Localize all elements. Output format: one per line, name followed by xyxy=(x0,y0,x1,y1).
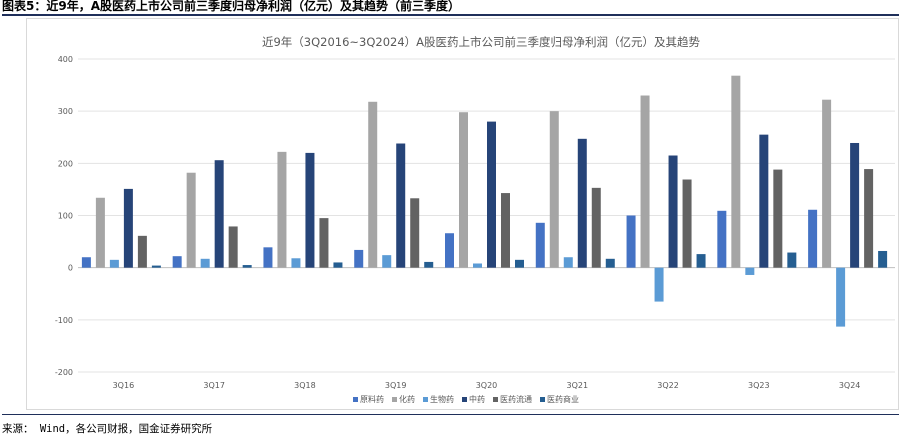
bar xyxy=(445,233,454,268)
bar xyxy=(668,155,678,268)
bar xyxy=(109,259,119,268)
x-tick-label: 3Q23 xyxy=(748,381,770,390)
legend-label: 原料药 xyxy=(360,394,384,404)
gridlines xyxy=(78,58,895,373)
bar xyxy=(773,169,783,268)
bar xyxy=(410,198,420,268)
bar xyxy=(549,111,559,268)
bar xyxy=(759,134,769,268)
bar xyxy=(822,99,832,268)
legend-label: 医药商业 xyxy=(547,394,579,404)
top-divider xyxy=(2,14,899,16)
x-tick-label: 3Q21 xyxy=(566,381,588,390)
bar xyxy=(535,222,545,268)
bar xyxy=(200,258,210,268)
bars xyxy=(81,75,888,327)
bar xyxy=(563,257,573,268)
legend-swatch xyxy=(423,397,428,402)
bar xyxy=(382,255,392,268)
x-tick-label: 3Q19 xyxy=(385,381,407,390)
bar xyxy=(95,197,105,268)
legend-label: 中药 xyxy=(469,394,485,404)
legend-label: 医药流通 xyxy=(500,394,532,404)
bar xyxy=(487,121,496,268)
y-tick-label: 100 xyxy=(58,212,73,221)
bar xyxy=(850,142,860,268)
bar xyxy=(263,247,273,268)
legend-label: 生物药 xyxy=(430,394,454,404)
legend-swatch xyxy=(493,397,498,402)
bar xyxy=(836,267,846,327)
bar xyxy=(81,257,91,268)
legend-swatch xyxy=(392,397,397,402)
bar xyxy=(214,160,224,268)
bar xyxy=(808,209,818,268)
y-tick-label: 0 xyxy=(68,264,73,273)
bar xyxy=(368,101,378,268)
bar xyxy=(864,169,874,268)
bar xyxy=(577,138,587,268)
figure-title: 图表5：近9年，A股医药上市公司前三季度归母净利润（亿元）及其趋势（前三季度） xyxy=(2,0,460,13)
legend-swatch xyxy=(540,397,545,402)
bar xyxy=(605,258,615,268)
y-tick-label: 200 xyxy=(58,159,73,168)
bar xyxy=(123,188,133,268)
bar xyxy=(654,267,664,302)
bar xyxy=(501,193,510,268)
bar xyxy=(291,258,301,268)
bar xyxy=(640,95,650,268)
y-axis-ticks: -200 -100 0 100 200 300 400 xyxy=(55,55,73,377)
bar xyxy=(333,262,343,268)
bar xyxy=(319,218,329,268)
bar xyxy=(242,265,252,268)
bar xyxy=(186,172,196,268)
bar xyxy=(682,179,692,268)
x-tick-label: 3Q17 xyxy=(203,381,225,390)
bar xyxy=(878,250,888,268)
legend-swatch xyxy=(462,397,467,402)
bar xyxy=(473,263,482,268)
bar xyxy=(626,215,636,268)
bar xyxy=(228,226,238,268)
bar xyxy=(137,235,147,268)
bar xyxy=(787,252,797,268)
bar xyxy=(305,152,315,268)
bar xyxy=(591,187,601,268)
bar xyxy=(745,267,755,275)
legend-label: 化药 xyxy=(399,394,415,404)
x-axis-ticks: 3Q16 3Q17 3Q18 3Q19 3Q20 3Q21 3Q22 3Q23 3Q24 xyxy=(113,381,861,390)
bar xyxy=(172,256,182,268)
source-note: 来源： Wind，各公司财报，国金证券研究所 xyxy=(2,423,213,435)
x-tick-label: 3Q24 xyxy=(839,381,861,390)
chart-title: 近9年（3Q2016~3Q2024）A股医药上市公司前三季度归母净利润（亿元）及… xyxy=(262,35,701,49)
bottom-divider xyxy=(2,414,899,415)
x-tick-label: 3Q22 xyxy=(657,381,679,390)
bar xyxy=(424,261,434,268)
y-tick-label: 400 xyxy=(58,55,73,64)
bar xyxy=(459,112,468,268)
bar xyxy=(277,151,287,268)
bar xyxy=(354,249,364,268)
legend: 原料药 化药 生物药 中药 医药流通 医药商业 xyxy=(353,394,579,404)
bar xyxy=(515,259,524,268)
bar xyxy=(696,254,706,268)
y-tick-label: -100 xyxy=(55,316,73,325)
bar xyxy=(151,265,161,268)
x-tick-label: 3Q16 xyxy=(113,381,135,390)
bar xyxy=(396,143,406,268)
legend-swatch xyxy=(353,397,358,402)
y-tick-label: -200 xyxy=(55,368,73,377)
x-tick-label: 3Q18 xyxy=(294,381,316,390)
bar xyxy=(731,75,741,268)
x-tick-label: 3Q20 xyxy=(476,381,498,390)
y-tick-label: 300 xyxy=(58,107,73,116)
bar xyxy=(717,210,727,268)
